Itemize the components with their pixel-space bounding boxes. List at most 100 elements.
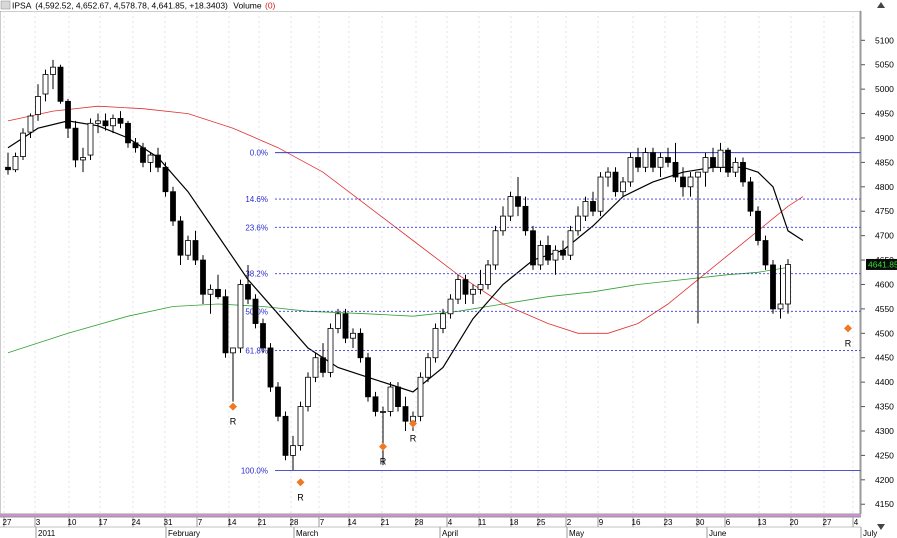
- candle-body: [222, 296, 229, 354]
- candle: [402, 396, 409, 431]
- candle-body: [762, 240, 769, 266]
- candle: [710, 147, 716, 173]
- candle-body: [267, 347, 274, 388]
- candle: [72, 120, 79, 168]
- x-tick-label: 10: [68, 518, 77, 527]
- reversal-marker: R: [409, 419, 417, 444]
- month-label: March: [296, 529, 318, 538]
- candle: [537, 240, 544, 270]
- candle-body: [207, 288, 214, 295]
- chart-menu-icon[interactable]: [0, 0, 11, 10]
- candle-body: [87, 122, 94, 156]
- candle: [530, 225, 536, 270]
- candle: [440, 308, 446, 334]
- y-tick-label: 4800: [875, 182, 894, 192]
- candle-body: [230, 347, 236, 354]
- x-tick-label: 6: [726, 518, 731, 527]
- candle: [245, 264, 251, 305]
- candle: [102, 113, 109, 131]
- candle-body: [215, 288, 221, 298]
- candle: [657, 152, 664, 178]
- candle: [27, 113, 34, 138]
- fib-level-label: 14.6%: [245, 195, 268, 204]
- candle-body: [650, 152, 656, 168]
- candle: [357, 328, 364, 363]
- candle: [432, 323, 439, 363]
- y-tick-label: 4300: [875, 426, 894, 436]
- reversal-label: R: [380, 457, 387, 467]
- candle-body: [492, 230, 499, 266]
- candle-body: [612, 171, 619, 193]
- reversal-label: R: [297, 492, 304, 502]
- vertical-gridlines: [3, 11, 854, 514]
- candle: [20, 128, 26, 160]
- candle-body: [57, 66, 64, 102]
- y-tick-label: 4150: [875, 499, 894, 509]
- svg-text:IPSA (4,592.52, 4,652.67: IPSA (4,592.52, 4,652.67, 4,578.78, 4,64…: [12, 1, 276, 11]
- candle-body: [687, 176, 694, 188]
- candle-body: [732, 161, 739, 173]
- candle: [500, 206, 506, 236]
- candle-body: [665, 157, 671, 163]
- candle: [207, 284, 214, 314]
- candle-body: [545, 245, 551, 261]
- diamond-icon: [296, 478, 305, 487]
- candle: [365, 352, 371, 402]
- candle: [477, 269, 484, 295]
- candle: [762, 235, 769, 270]
- candle-body: [192, 240, 199, 261]
- candle-body: [642, 152, 649, 168]
- candle: [515, 177, 521, 217]
- y-tick-label: 4250: [875, 450, 894, 460]
- candle: [702, 152, 709, 187]
- candle: [147, 152, 154, 173]
- candle-body: [635, 157, 641, 168]
- candle: [575, 206, 581, 236]
- candle-body: [72, 127, 79, 161]
- x-tick-label: 24: [132, 518, 141, 527]
- x-tick-label: 20: [790, 518, 799, 527]
- y-tick-label: 4500: [875, 328, 894, 338]
- month-label: April: [442, 529, 458, 538]
- y-tick-label: 4750: [875, 206, 894, 216]
- x-tick-label: 23: [664, 518, 673, 527]
- fib-level-label: 100.0%: [241, 467, 268, 476]
- reversal-marker: R: [844, 324, 852, 348]
- candle: [380, 406, 386, 466]
- candle: [117, 111, 124, 129]
- candle: [177, 216, 184, 265]
- candle-body: [5, 166, 11, 171]
- candle: [635, 147, 641, 173]
- candle-body: [710, 157, 716, 168]
- candle: [57, 64, 64, 104]
- candle-body: [387, 386, 394, 412]
- volume-value: (0): [265, 1, 276, 11]
- candle-body: [282, 415, 289, 456]
- candle: [95, 113, 101, 134]
- y-tick-label: 4200: [875, 475, 894, 485]
- x-tick-label: 14: [348, 518, 357, 527]
- month-label: May: [569, 529, 584, 538]
- x-tick-label: 14: [228, 518, 237, 527]
- candle-body: [20, 132, 26, 157]
- candle-body: [342, 313, 349, 339]
- candle-body: [770, 264, 776, 310]
- candle: [582, 196, 589, 221]
- candle-body: [620, 181, 626, 193]
- candle: [200, 255, 206, 305]
- month-label: February: [168, 529, 200, 538]
- candle-body: [522, 205, 529, 232]
- scroll-up-button[interactable]: [861, 0, 897, 11]
- chart-header: IPSA (4,592.52, 4,652.67, 4,578.78, 4,64…: [0, 0, 860, 11]
- y-tick-label: 4700: [875, 231, 894, 241]
- candle-body: [485, 264, 491, 285]
- candle: [125, 120, 131, 148]
- last-price-value: 4641.850: [868, 259, 897, 269]
- candle-body: [552, 249, 559, 261]
- scroll-down-button[interactable]: [861, 514, 897, 538]
- candle-body: [567, 230, 574, 256]
- candle-body: [672, 161, 679, 178]
- candle: [185, 235, 191, 261]
- diamond-icon: [409, 419, 417, 428]
- x-tick-label: 7: [198, 518, 203, 527]
